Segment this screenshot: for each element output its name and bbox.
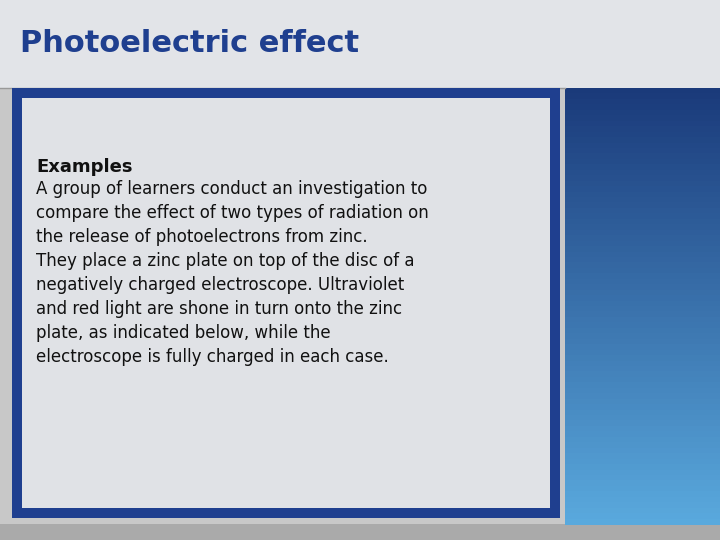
Bar [565,437,720,443]
Bar [565,121,720,127]
Bar [565,366,720,373]
Bar [565,115,720,122]
Bar [565,208,720,214]
Bar [565,148,720,154]
Bar [565,219,720,225]
Bar [565,513,720,519]
Bar [565,279,720,285]
Bar [565,415,720,421]
Text: the release of photoelectrons from zinc.: the release of photoelectrons from zinc. [36,228,368,246]
Bar [565,153,720,160]
Text: A group of learners conduct an investigation to: A group of learners conduct an investiga… [36,180,428,198]
Bar [565,328,720,334]
Bar [565,164,720,171]
Bar [565,284,720,291]
Bar [565,458,720,465]
Bar [565,213,720,220]
Bar [0,524,720,540]
Bar [565,312,720,318]
Text: plate, as indicated below, while the: plate, as indicated below, while the [36,324,330,342]
Bar [565,137,720,144]
Bar [565,453,720,460]
Bar [565,192,720,198]
Bar [565,388,720,394]
Bar [565,235,720,241]
Bar [565,110,720,116]
Bar [565,317,720,323]
Bar [565,322,720,329]
Bar [565,252,720,258]
Bar [565,421,720,427]
Text: They place a zinc plate on top of the disc of a: They place a zinc plate on top of the di… [36,252,415,270]
Bar [565,508,720,514]
Bar [565,197,720,204]
Bar [565,481,720,487]
Bar [565,202,720,209]
Bar [565,464,720,470]
Text: compare the effect of two types of radiation on: compare the effect of two types of radia… [36,204,428,222]
Bar [565,175,720,181]
Bar [565,361,720,367]
Bar [565,497,720,503]
Bar [0,0,720,88]
Bar [565,404,720,410]
Bar [565,491,720,498]
Bar [565,262,720,269]
Bar [565,99,720,105]
Bar [565,126,720,133]
Bar [565,306,720,313]
Bar [565,448,720,454]
Bar [565,246,720,253]
Bar [565,442,720,449]
Bar [565,339,720,345]
Bar [22,98,550,508]
Bar [565,93,720,100]
Bar [565,273,720,280]
Bar [565,426,720,433]
Bar [565,344,720,350]
Bar [565,399,720,405]
Bar [565,486,720,492]
Text: negatively charged electroscope. Ultraviolet: negatively charged electroscope. Ultravi… [36,276,404,294]
Bar [565,333,720,340]
Bar [565,257,720,264]
Bar [565,241,720,247]
Text: Examples: Examples [36,158,132,176]
Bar [565,355,720,361]
Bar [565,230,720,236]
Bar [565,502,720,509]
Bar [565,469,720,476]
Bar [565,409,720,416]
Text: and red light are shone in turn onto the zinc: and red light are shone in turn onto the… [36,300,402,318]
Bar [565,382,720,389]
Bar [565,186,720,193]
Bar [565,377,720,383]
Bar [565,475,720,481]
Bar [565,518,720,525]
Bar [12,88,560,518]
Bar [565,295,720,301]
Bar [565,431,720,438]
Bar [565,268,720,274]
Text: Photoelectric effect: Photoelectric effect [20,30,359,58]
Bar [565,143,720,149]
Bar [565,132,720,138]
Text: electroscope is fully charged in each case.: electroscope is fully charged in each ca… [36,348,389,366]
Bar [565,301,720,307]
Bar [565,104,720,111]
Bar [565,289,720,296]
Bar [565,88,720,94]
Bar [565,224,720,231]
Bar [565,170,720,176]
Bar [565,349,720,356]
Bar [565,372,720,378]
Bar [565,393,720,400]
Bar [565,181,720,187]
Bar [565,159,720,165]
